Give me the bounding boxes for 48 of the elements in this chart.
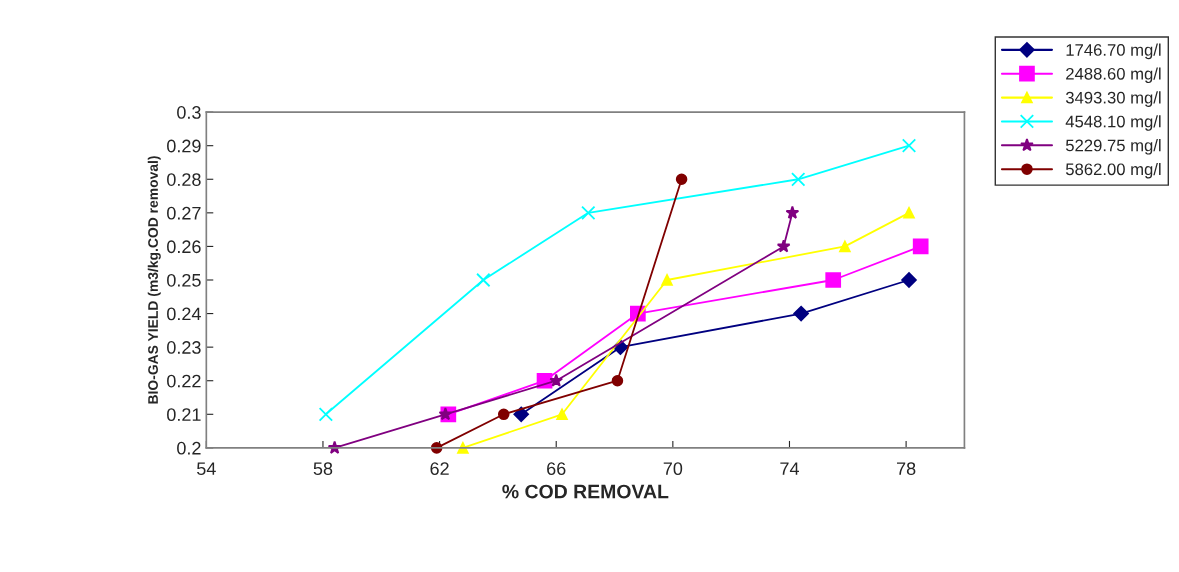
x-tick-label: 66 xyxy=(547,462,566,476)
y-tick-label: 0.24 xyxy=(167,307,201,321)
point xyxy=(825,272,842,288)
x-tick-label: 74 xyxy=(780,462,799,475)
point xyxy=(912,238,929,255)
y-tick-label: 0.29 xyxy=(167,139,201,153)
point xyxy=(581,205,596,220)
legend-label: 5229.75 mg/l xyxy=(1065,139,1161,155)
x-tick-label: 62 xyxy=(430,462,449,476)
y-tick-label: 0.25 xyxy=(167,273,201,287)
point xyxy=(513,406,530,423)
x-tick-label: 58 xyxy=(313,462,333,476)
y-tick-label: 0.22 xyxy=(167,374,201,388)
point xyxy=(457,442,469,454)
point xyxy=(839,240,851,253)
legend-label: 3493.30 mg/l xyxy=(1065,91,1161,107)
point xyxy=(661,274,673,286)
point xyxy=(903,207,915,219)
point xyxy=(476,272,491,288)
point xyxy=(318,407,334,422)
y-tick-label: 0.23 xyxy=(167,341,201,354)
x-tick-label: 78 xyxy=(896,462,916,476)
point xyxy=(556,408,568,421)
point xyxy=(549,373,564,387)
point xyxy=(776,239,791,253)
legend-label: 4548.10 mg/l xyxy=(1065,115,1161,131)
point xyxy=(438,407,453,421)
y-tick-label: 0.27 xyxy=(167,206,201,220)
legend-label: 5862.00 mg/l xyxy=(1065,162,1161,179)
legend-label: 2488.60 mg/l xyxy=(1066,67,1161,84)
point xyxy=(611,374,624,387)
y-tick-label: 0.28 xyxy=(167,173,201,186)
x-tick-label: 70 xyxy=(663,462,683,476)
y-axis-title: BIO-GAS YIELD (m3/kg.COD removal) xyxy=(147,156,161,404)
legend-label: 1746.70 mg/l xyxy=(1066,43,1161,60)
point xyxy=(675,173,688,186)
point xyxy=(793,305,809,322)
point xyxy=(791,172,806,187)
point xyxy=(785,205,800,219)
y-tick-label: 0.26 xyxy=(167,240,201,254)
point xyxy=(901,138,917,153)
point xyxy=(901,272,917,288)
y-tick-label: 0.21 xyxy=(167,408,201,422)
point xyxy=(497,408,510,421)
y-tick-label: 0.3 xyxy=(177,106,201,119)
x-axis-title: % COD REMOVAL xyxy=(502,484,669,499)
y-tick-label: 0.2 xyxy=(177,441,201,455)
x-tick-label: 54 xyxy=(197,462,216,476)
